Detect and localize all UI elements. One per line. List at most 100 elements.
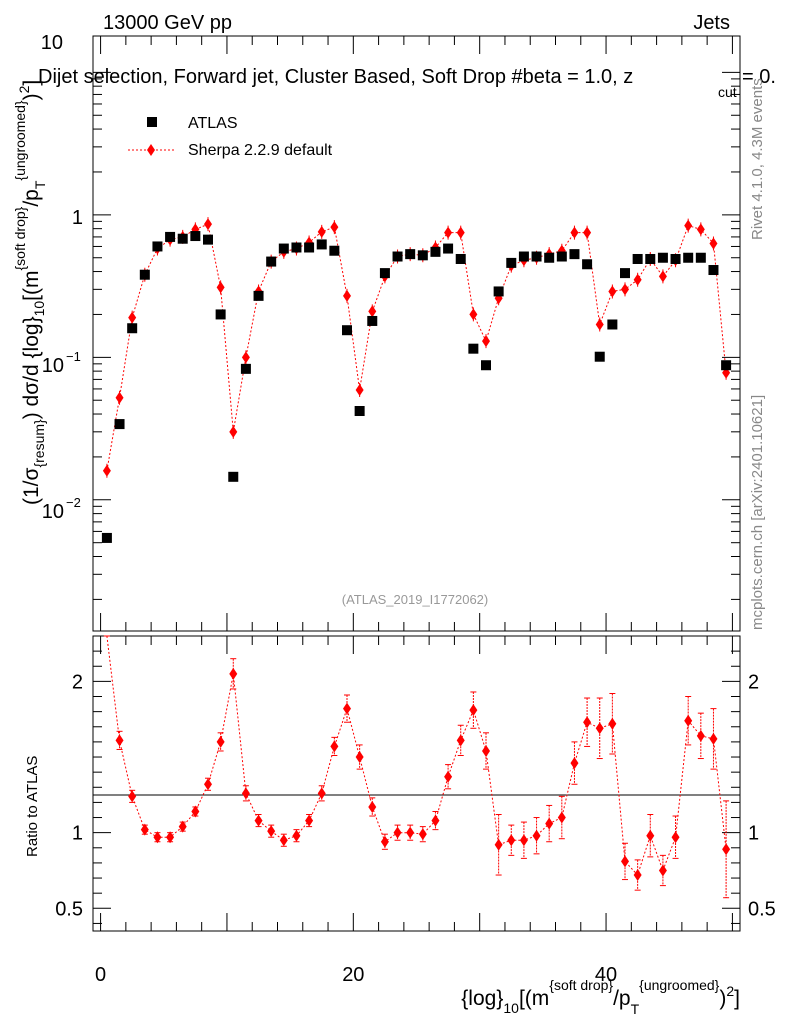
- ratio-point: [140, 823, 149, 836]
- atlas-point: [316, 239, 327, 250]
- ratio-point: [380, 835, 389, 848]
- main-y-tick-label-1: 1: [72, 207, 83, 229]
- atlas-point: [506, 257, 517, 268]
- svg-text:10: 10: [42, 355, 64, 377]
- ratio-point: [507, 834, 516, 847]
- main-y-tick-label-10: 10: [41, 32, 63, 54]
- svg-text:−2: −2: [66, 495, 81, 510]
- atlas-point: [114, 419, 125, 430]
- atlas-point: [405, 249, 416, 260]
- ratio-point: [684, 714, 693, 727]
- sherpa-point: [229, 425, 238, 438]
- plot-title: Dijet selection, Forward jet, Cluster Ba…: [38, 66, 776, 100]
- ratio-point: [317, 787, 326, 800]
- sherpa-point: [684, 219, 693, 232]
- ratio-y-tick-label: 2: [72, 671, 83, 693]
- ratio-y-axis-title: Ratio to ATLAS: [24, 756, 41, 857]
- ratio-point: [393, 826, 402, 839]
- svg-text:Dijet selection, Forward jet,: Dijet selection, Forward jet, Cluster Ba…: [38, 66, 633, 88]
- atlas-point: [695, 252, 706, 263]
- sherpa-point: [595, 318, 604, 331]
- atlas-point: [670, 253, 681, 264]
- atlas-point: [266, 256, 277, 267]
- main-y-axis-title: (1/σ{resum}) dσ/d {log}10[(m{soft drop}/…: [12, 80, 48, 505]
- ratio-point: [595, 722, 604, 735]
- atlas-point: [253, 290, 264, 301]
- ratio-point: [355, 751, 364, 764]
- sherpa-point: [570, 226, 579, 239]
- ratio-point: [722, 843, 731, 856]
- sherpa-point: [633, 273, 642, 286]
- ratio-point: [330, 740, 339, 753]
- sherpa-point: [342, 289, 351, 302]
- sherpa-point: [203, 218, 212, 231]
- atlas-point: [632, 253, 643, 264]
- sherpa-point: [709, 237, 718, 250]
- sherpa-point: [330, 221, 339, 234]
- ratio-point: [203, 778, 212, 791]
- atlas-point: [493, 286, 504, 297]
- main-axis-ticks: [93, 36, 740, 931]
- ratio-point: [444, 770, 453, 783]
- ratio-y-tick-label-right: 1: [748, 823, 759, 845]
- ratio-point: [621, 855, 630, 868]
- sherpa-point: [658, 270, 667, 283]
- ratio-point: [368, 800, 377, 813]
- ratio-y-tick-label: 0.5: [55, 898, 83, 920]
- ratio-point: [342, 702, 351, 715]
- ratio-point: [545, 817, 554, 830]
- atlas-point: [367, 315, 378, 326]
- atlas-point: [228, 471, 239, 482]
- atlas-point: [657, 252, 668, 263]
- x-axis-title: {log}10[(m{soft drop}/pT{ungroomed})2]: [461, 977, 740, 1017]
- sherpa-point: [216, 281, 225, 294]
- ratio-y-tick-labels: 0.5 0.5 1 1 2 2: [55, 671, 776, 920]
- atlas-point: [392, 251, 403, 262]
- atlas-point: [240, 363, 251, 374]
- rivet-label: Rivet 4.1.0, 4.3M events: [749, 78, 766, 240]
- ratio-x-tick-labels: 0 20 40: [95, 964, 617, 986]
- sherpa-point: [115, 391, 124, 404]
- sherpa-point: [621, 283, 630, 296]
- svg-text:cut: cut: [718, 84, 737, 100]
- ratio-point: [153, 831, 162, 844]
- atlas-point: [683, 252, 694, 263]
- ratio-sherpa-line: [106, 635, 727, 876]
- atlas-point: [556, 251, 567, 262]
- atlas-point: [481, 360, 492, 371]
- atlas-point: [531, 251, 542, 262]
- atlas-point: [721, 360, 732, 371]
- ratio-point: [658, 864, 667, 877]
- atlas-point: [177, 233, 188, 244]
- svg-text:−1: −1: [66, 349, 81, 364]
- ratio-point: [608, 717, 617, 730]
- atlas-point: [190, 231, 201, 242]
- sherpa-point: [696, 223, 705, 236]
- atlas-point: [278, 243, 289, 254]
- atlas-point: [202, 234, 213, 245]
- ratio-y-tick-label-right: 2: [748, 671, 759, 693]
- atlas-point: [443, 243, 454, 254]
- atlas-point: [215, 309, 226, 320]
- atlas-point: [430, 246, 441, 257]
- svg-text:10: 10: [42, 501, 64, 523]
- svg-text:{log}10[(m{soft drop}/pT{ungro: {log}10[(m{soft drop}/pT{ungroomed})2]: [461, 977, 740, 1017]
- atlas-point: [101, 532, 112, 543]
- sherpa-point: [482, 335, 491, 348]
- ratio-point: [557, 811, 566, 824]
- analysis-reference: (ATLAS_2019_I1772062): [342, 592, 488, 607]
- ratio-point: [456, 734, 465, 747]
- ratio-line-path: [106, 635, 727, 876]
- legend-atlas-marker: [147, 117, 157, 127]
- ratio-y-tick-label: 1: [72, 823, 83, 845]
- ratio-error-bars: [103, 635, 730, 899]
- ratio-point: [519, 834, 528, 847]
- ratio-point: [178, 820, 187, 833]
- x-tick-label: 20: [342, 964, 364, 986]
- mcplots-label: mcplots.cern.ch [arXiv:2401.10621]: [749, 395, 766, 630]
- ratio-point: [406, 826, 415, 839]
- sherpa-point: [456, 226, 465, 239]
- main-atlas-points: [101, 231, 732, 543]
- sherpa-point: [102, 464, 111, 477]
- main-plot-frame: [92, 35, 741, 632]
